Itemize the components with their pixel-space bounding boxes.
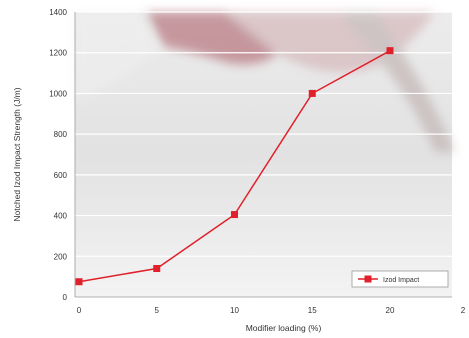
data-point (153, 265, 161, 272)
y-tick-label: 400 (54, 212, 68, 221)
x-tick-label: 10 (230, 306, 239, 315)
data-point (308, 89, 316, 97)
data-point (231, 211, 238, 219)
x-tick-label: 5 (155, 306, 160, 315)
background-watermark (75, 12, 455, 152)
x-tick-label: 0 (77, 306, 82, 315)
legend-marker-swatch (364, 275, 372, 283)
x-tick-label: 15 (308, 306, 317, 315)
y-axis-ticks: 0 200 400 600 800 1000 1200 1400 (49, 8, 67, 302)
y-tick-label: 1400 (49, 8, 67, 17)
x-axis-title: Modifier loading (%) (246, 323, 322, 333)
y-axis-title: Notched Izod Impact Strength (J/m) (12, 87, 22, 221)
legend-box (351, 270, 449, 288)
y-tick-label: 0 (63, 293, 68, 302)
legend-label: Izod Impact (383, 277, 419, 284)
data-point (75, 278, 83, 286)
y-tick-label: 600 (54, 171, 68, 180)
x-tick-label: 2 (461, 306, 466, 315)
series-layer (75, 47, 394, 286)
legend: Izod Impact (351, 270, 449, 288)
y-tick-label: 1000 (49, 89, 67, 98)
x-axis-ticks: 0 5 10 15 20 2 (77, 306, 466, 315)
x-tick-label: 20 (386, 306, 395, 315)
axes (74, 12, 452, 298)
y-tick-label: 800 (54, 130, 68, 139)
y-tick-label: 200 (54, 252, 68, 261)
data-point (386, 47, 394, 55)
y-tick-label: 1200 (49, 49, 67, 58)
